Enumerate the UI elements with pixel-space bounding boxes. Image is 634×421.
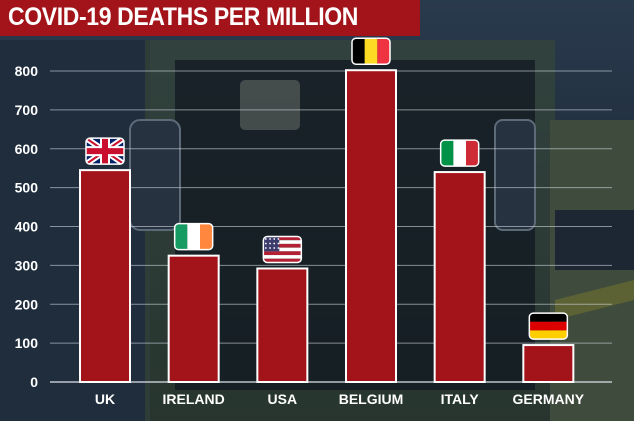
y-tick-label: 400 <box>15 219 39 235</box>
germany-flag-icon <box>528 312 569 340</box>
bar-germany <box>522 344 575 384</box>
usa-flag-icon <box>262 235 303 264</box>
x-tick-label: UK <box>95 391 115 407</box>
x-tick-label: ITALY <box>441 391 480 407</box>
y-tick-label: 800 <box>15 63 39 79</box>
uk-flag-icon <box>85 137 125 165</box>
y-tick-label: 600 <box>15 141 39 157</box>
x-tick-label: BELGIUM <box>339 391 404 407</box>
y-tick-label: 200 <box>15 296 39 312</box>
x-tick-label: GERMANY <box>513 391 585 407</box>
ireland-flag-icon <box>173 222 214 251</box>
bar-uk <box>79 169 131 383</box>
x-tick-label: IRELAND <box>163 391 225 407</box>
chart-title: COVID-19 DEATHS PER MILLION <box>8 3 359 31</box>
bar-belgium <box>345 69 397 383</box>
bar-usa <box>256 267 309 383</box>
y-tick-label: 700 <box>15 102 39 118</box>
y-tick-label: 500 <box>15 180 39 196</box>
italy-flag-icon <box>439 139 480 167</box>
x-tick-label: USA <box>268 391 298 407</box>
bar-ireland <box>167 254 220 383</box>
y-tick-label: 0 <box>30 374 38 390</box>
y-tick-label: 100 <box>15 335 39 351</box>
belgium-flag-icon <box>351 37 391 65</box>
y-tick-label: 300 <box>15 257 39 273</box>
bar-italy <box>433 171 486 383</box>
title-bar: COVID-19 DEATHS PER MILLION <box>0 0 420 36</box>
